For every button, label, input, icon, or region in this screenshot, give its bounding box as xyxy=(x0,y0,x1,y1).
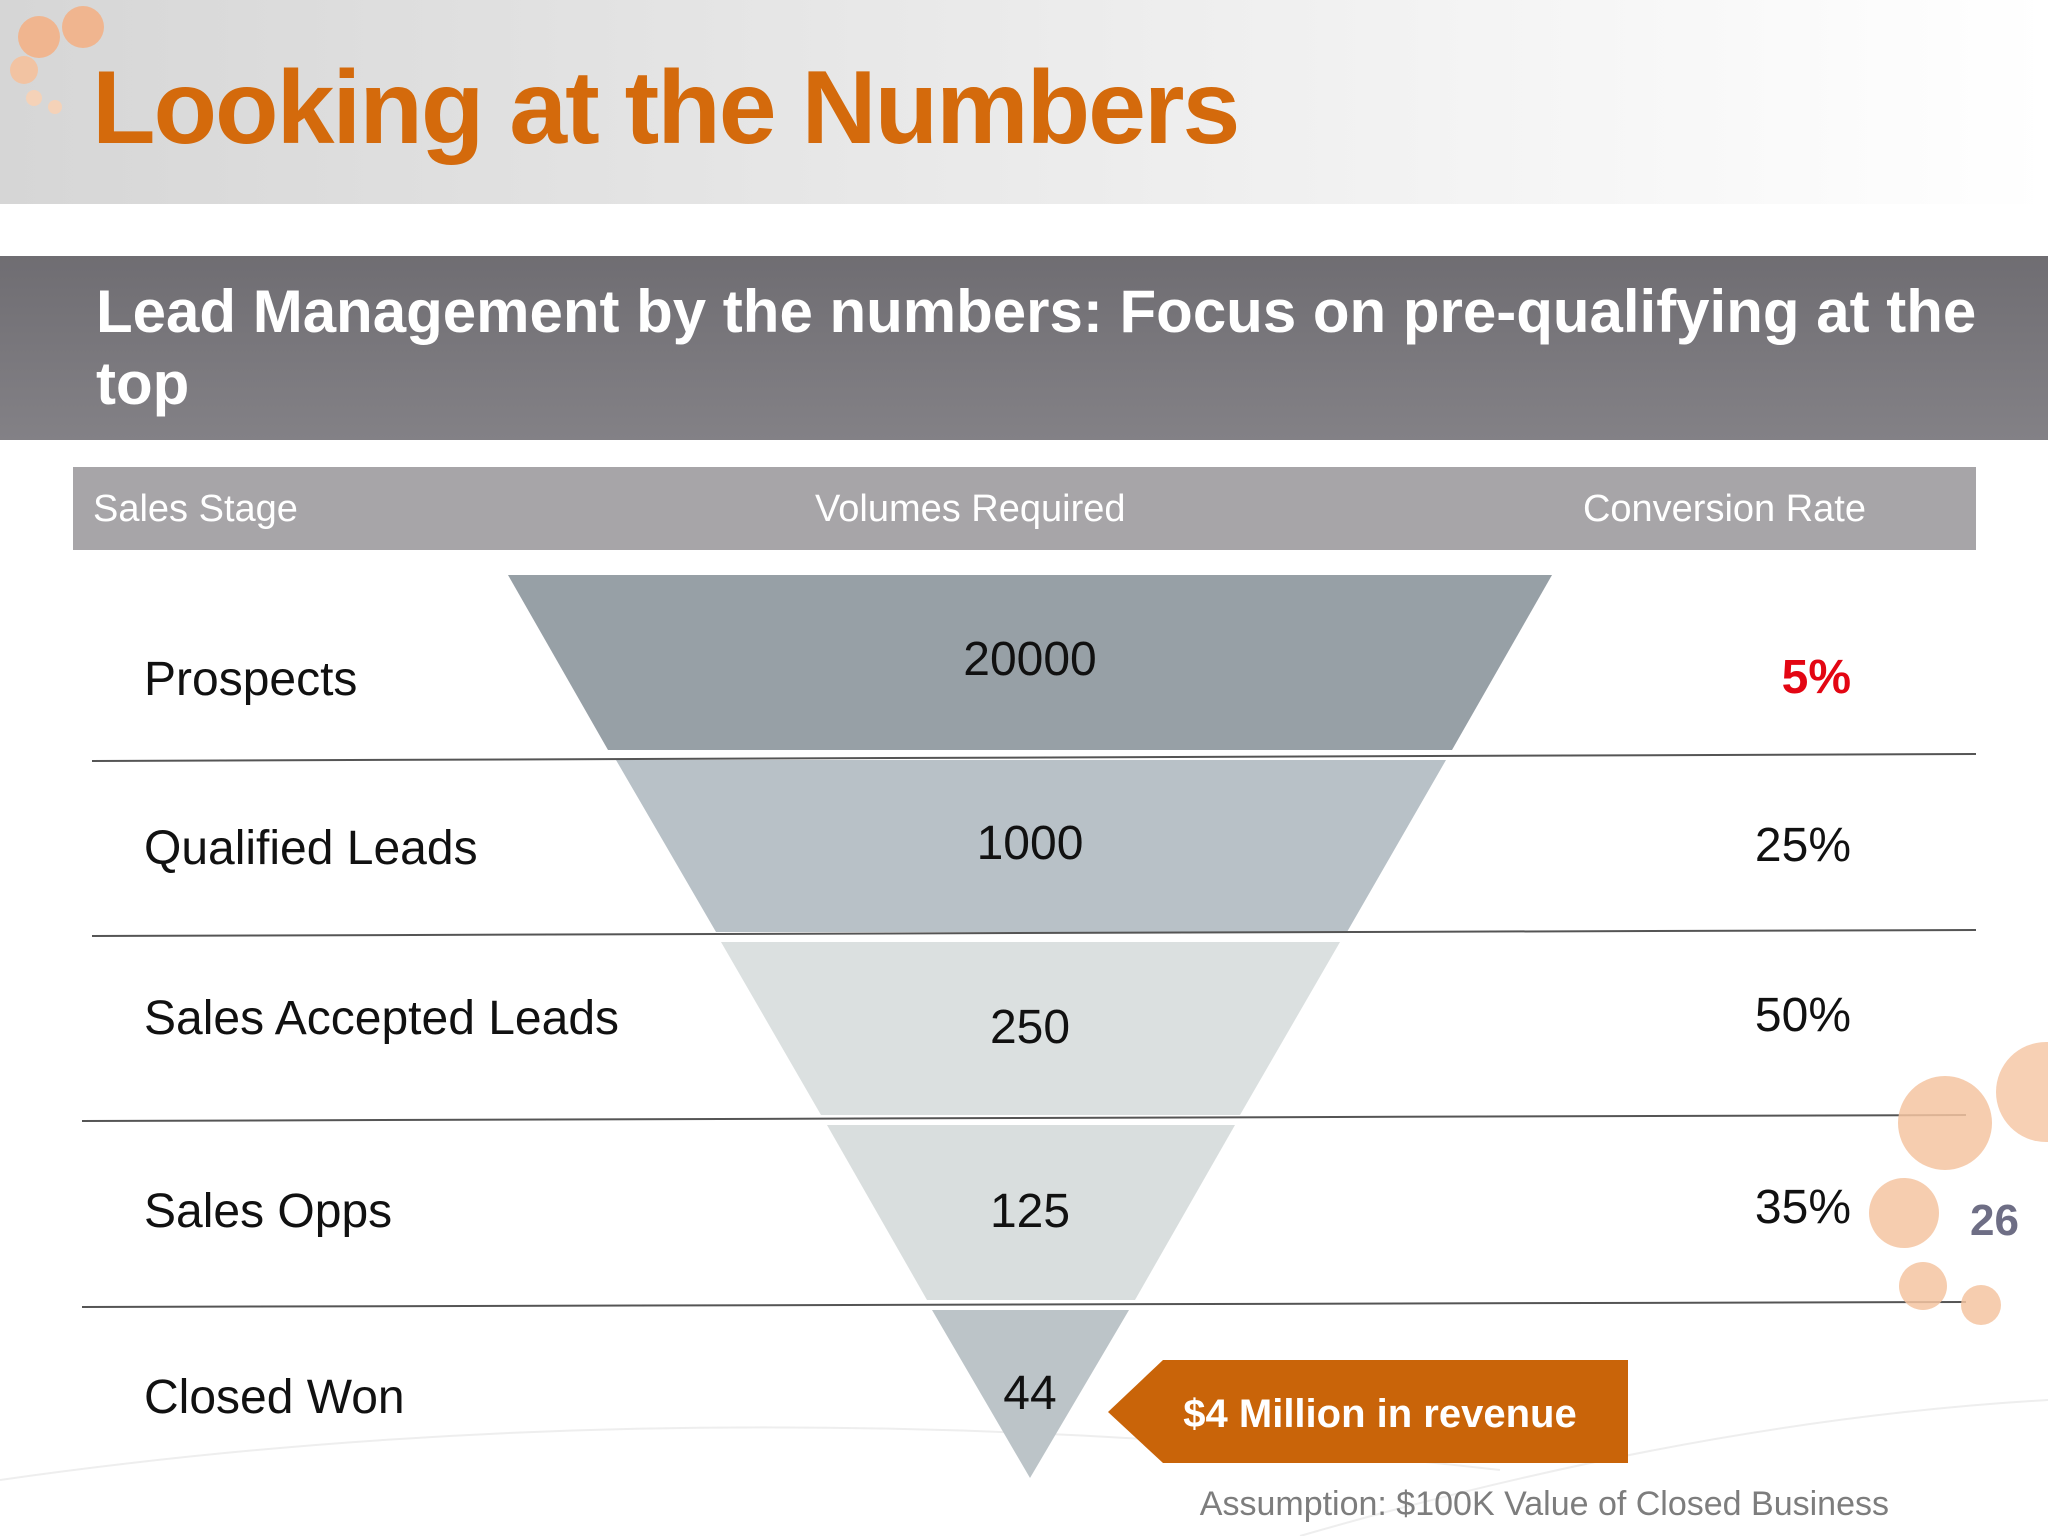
subtitle-bar: Lead Management by the numbers: Focus on… xyxy=(0,256,2048,440)
revenue-callout-label: $4 Million in revenue xyxy=(1183,1392,1577,1436)
conversion-rate-prospects: 5% xyxy=(1781,651,1851,704)
volume-prospects: 20000 xyxy=(963,633,1097,686)
row-separator xyxy=(91,929,1977,937)
conversion-rate-sales-opps: 35% xyxy=(1754,1181,1851,1234)
revenue-callout-arrow xyxy=(1108,1360,1628,1463)
slide-subtitle: Lead Management by the numbers: Focus on… xyxy=(96,278,1977,417)
row-separator xyxy=(81,1114,1967,1122)
decorative-circle xyxy=(1996,1042,2048,1142)
funnel-segment-sales-accepted-leads xyxy=(721,942,1340,1115)
decorative-dot xyxy=(18,16,60,58)
decorative-circle xyxy=(1869,1178,1939,1248)
decorative-circle xyxy=(1899,1262,1947,1310)
slide-title: Looking at the Numbers xyxy=(92,50,1240,166)
background-curve xyxy=(1299,1399,2048,1536)
decorative-circle xyxy=(1961,1285,2001,1325)
conversion-rate-sales-accepted-leads: 50% xyxy=(1754,989,1851,1042)
conversion-rate-qualified-leads: 25% xyxy=(1754,819,1851,872)
volume-closed-won: 44 xyxy=(1003,1367,1057,1420)
decorative-dot xyxy=(26,90,42,106)
stage-label-sales-accepted-leads: Sales Accepted Leads xyxy=(144,992,620,1045)
page-number: 26 xyxy=(1970,1196,2019,1245)
volume-qualified-leads: 1000 xyxy=(976,817,1084,870)
volume-sales-accepted-leads: 250 xyxy=(989,1001,1071,1054)
funnel-segment-qualified-leads xyxy=(616,760,1446,932)
decorative-dot xyxy=(10,56,38,84)
stage-label-qualified-leads: Qualified Leads xyxy=(144,822,478,875)
row-separator xyxy=(81,1301,1967,1308)
stage-label-prospects: Prospects xyxy=(144,653,358,706)
table-header: Sales Stage Volumes Required Conversion … xyxy=(73,467,1976,550)
row-separator xyxy=(91,753,1977,762)
stage-label-sales-opps: Sales Opps xyxy=(144,1185,393,1238)
assumption-note: Assumption: $100K Value of Closed Busine… xyxy=(1199,1485,1889,1523)
decorative-dot xyxy=(62,6,104,48)
volume-sales-opps: 125 xyxy=(989,1185,1071,1238)
funnel-segment-prospects xyxy=(508,575,1552,750)
funnel-segment-sales-opps xyxy=(827,1125,1235,1300)
decorative-circle xyxy=(1898,1076,1992,1170)
header-conversion-rate: Conversion Rate xyxy=(1582,488,1866,530)
header-sales-stage: Sales Stage xyxy=(93,488,298,530)
funnel-segment-closed-won xyxy=(932,1310,1129,1478)
header-volumes-required: Volumes Required xyxy=(815,488,1126,530)
title-band xyxy=(0,0,2048,204)
stage-label-closed-won: Closed Won xyxy=(144,1371,405,1424)
decorative-dot xyxy=(48,100,62,114)
